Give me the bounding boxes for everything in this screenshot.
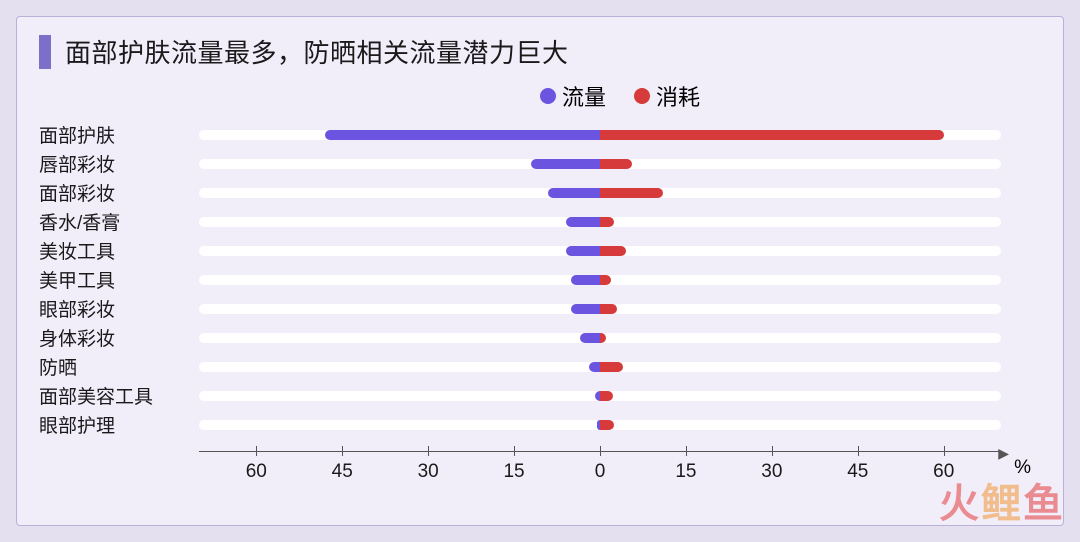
x-axis: ▶ % 60453015015304560	[199, 451, 1001, 491]
bar-consumption	[600, 391, 613, 401]
watermark-char-3: 鱼	[1023, 482, 1065, 526]
category-label: 香水/香膏	[39, 208, 189, 235]
bar-consumption	[600, 159, 632, 169]
axis-tick-label: 15	[675, 461, 696, 483]
axis-arrow-icon: ▶	[998, 445, 1009, 462]
bar-consumption	[600, 275, 611, 285]
bar-traffic	[531, 159, 600, 169]
bar-consumption	[600, 333, 606, 343]
bar-traffic	[548, 188, 600, 198]
category-label: 美甲工具	[39, 266, 189, 293]
bar-track	[199, 159, 1001, 169]
bar-track	[199, 362, 1001, 372]
legend-label-consumption: 消耗	[656, 80, 700, 112]
legend-item-consumption: 消耗	[634, 80, 700, 112]
axis-tick	[686, 446, 687, 456]
bar-traffic	[589, 362, 600, 372]
axis-tick	[772, 446, 773, 456]
bar-traffic	[566, 246, 600, 256]
axis-tick-label: 15	[503, 461, 524, 483]
bar-consumption	[600, 362, 623, 372]
legend-dot-traffic	[540, 88, 556, 104]
bar-consumption	[600, 130, 944, 140]
axis-tick	[944, 446, 945, 456]
bar-track	[199, 391, 1001, 401]
axis-tick-label: 30	[761, 461, 782, 483]
axis-tick	[600, 446, 601, 456]
bar-row: 美甲工具	[199, 265, 1001, 294]
category-label: 面部彩妆	[39, 179, 189, 206]
axis-tick-label: 45	[847, 461, 868, 483]
legend-item-traffic: 流量	[540, 80, 606, 112]
bar-traffic	[571, 275, 600, 285]
bar-row: 面部彩妆	[199, 178, 1001, 207]
category-label: 唇部彩妆	[39, 150, 189, 177]
bar-consumption	[600, 188, 663, 198]
bar-row: 香水/香膏	[199, 207, 1001, 236]
bar-row: 眼部彩妆	[199, 294, 1001, 323]
bar-row: 美妆工具	[199, 236, 1001, 265]
category-label: 面部护肤	[39, 121, 189, 148]
axis-tick-label: 0	[595, 461, 606, 483]
category-label: 眼部护理	[39, 411, 189, 438]
category-label: 身体彩妆	[39, 324, 189, 351]
axis-tick-label: 60	[933, 461, 954, 483]
bar-row: 面部护肤	[199, 120, 1001, 149]
bar-traffic	[566, 217, 600, 227]
category-label: 眼部彩妆	[39, 295, 189, 322]
bar-traffic	[571, 304, 600, 314]
bar-track	[199, 304, 1001, 314]
legend-label-traffic: 流量	[562, 80, 606, 112]
title-row: 面部护肤流量最多，防晒相关流量潜力巨大	[39, 33, 1041, 70]
title-accent-bar	[39, 35, 51, 69]
chart-panel: 面部护肤流量最多，防晒相关流量潜力巨大 流量 消耗 面部护肤唇部彩妆面部彩妆香水…	[16, 16, 1064, 526]
axis-tick	[514, 446, 515, 456]
axis-tick-label: 60	[246, 461, 267, 483]
category-label: 面部美容工具	[39, 382, 189, 409]
bar-row: 眼部护理	[199, 410, 1001, 439]
bar-row: 唇部彩妆	[199, 149, 1001, 178]
bar-consumption	[600, 217, 614, 227]
bar-consumption	[600, 246, 626, 256]
axis-tick	[858, 446, 859, 456]
bar-track	[199, 217, 1001, 227]
bar-consumption	[600, 304, 617, 314]
axis-tick-label: 45	[332, 461, 353, 483]
bar-rows: 面部护肤唇部彩妆面部彩妆香水/香膏美妆工具美甲工具眼部彩妆身体彩妆防晒面部美容工…	[199, 120, 1001, 439]
bar-track	[199, 420, 1001, 430]
category-label: 美妆工具	[39, 237, 189, 264]
bar-row: 面部美容工具	[199, 381, 1001, 410]
axis-tick	[342, 446, 343, 456]
bar-track	[199, 130, 1001, 140]
chart-area: 面部护肤唇部彩妆面部彩妆香水/香膏美妆工具美甲工具眼部彩妆身体彩妆防晒面部美容工…	[199, 120, 1001, 480]
bar-track	[199, 333, 1001, 343]
category-label: 防晒	[39, 353, 189, 380]
axis-tick	[428, 446, 429, 456]
bar-track	[199, 275, 1001, 285]
bar-track	[199, 246, 1001, 256]
bar-row: 身体彩妆	[199, 323, 1001, 352]
axis-tick-label: 30	[418, 461, 439, 483]
axis-tick	[256, 446, 257, 456]
legend: 流量 消耗	[39, 80, 1041, 112]
bar-track	[199, 188, 1001, 198]
bar-row: 防晒	[199, 352, 1001, 381]
bar-consumption	[600, 420, 614, 430]
axis-unit-label: %	[1014, 457, 1031, 479]
bar-traffic	[580, 333, 600, 343]
bar-traffic	[325, 130, 600, 140]
chart-title: 面部护肤流量最多，防晒相关流量潜力巨大	[65, 33, 569, 70]
legend-dot-consumption	[634, 88, 650, 104]
